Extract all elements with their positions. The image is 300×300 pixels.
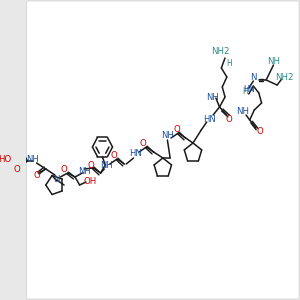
Text: NH2: NH2 [275, 74, 294, 82]
Text: O: O [256, 128, 263, 136]
Text: NH: NH [236, 107, 249, 116]
Text: O: O [225, 116, 232, 124]
Text: NH: NH [100, 160, 112, 169]
Text: H: H [226, 58, 232, 68]
Text: HN: HN [243, 85, 255, 94]
Text: O: O [110, 152, 117, 160]
Text: NH: NH [161, 131, 174, 140]
Text: O: O [13, 164, 20, 173]
Text: NH: NH [27, 154, 39, 164]
Text: NH: NH [78, 167, 91, 176]
Text: N: N [53, 175, 60, 184]
Text: O: O [33, 172, 40, 181]
Text: NH: NH [206, 92, 219, 101]
Text: HN: HN [203, 115, 216, 124]
Text: NH: NH [267, 58, 280, 67]
Text: N: N [250, 74, 256, 82]
Text: H: H [242, 86, 248, 95]
FancyBboxPatch shape [27, 1, 299, 299]
Text: O: O [139, 140, 146, 148]
Text: HN: HN [129, 149, 142, 158]
Text: O: O [173, 124, 180, 134]
Text: OH: OH [84, 176, 97, 185]
Text: O: O [87, 160, 94, 169]
Text: O: O [61, 166, 68, 175]
Text: NH2: NH2 [211, 47, 230, 56]
Text: HO: HO [0, 154, 11, 164]
